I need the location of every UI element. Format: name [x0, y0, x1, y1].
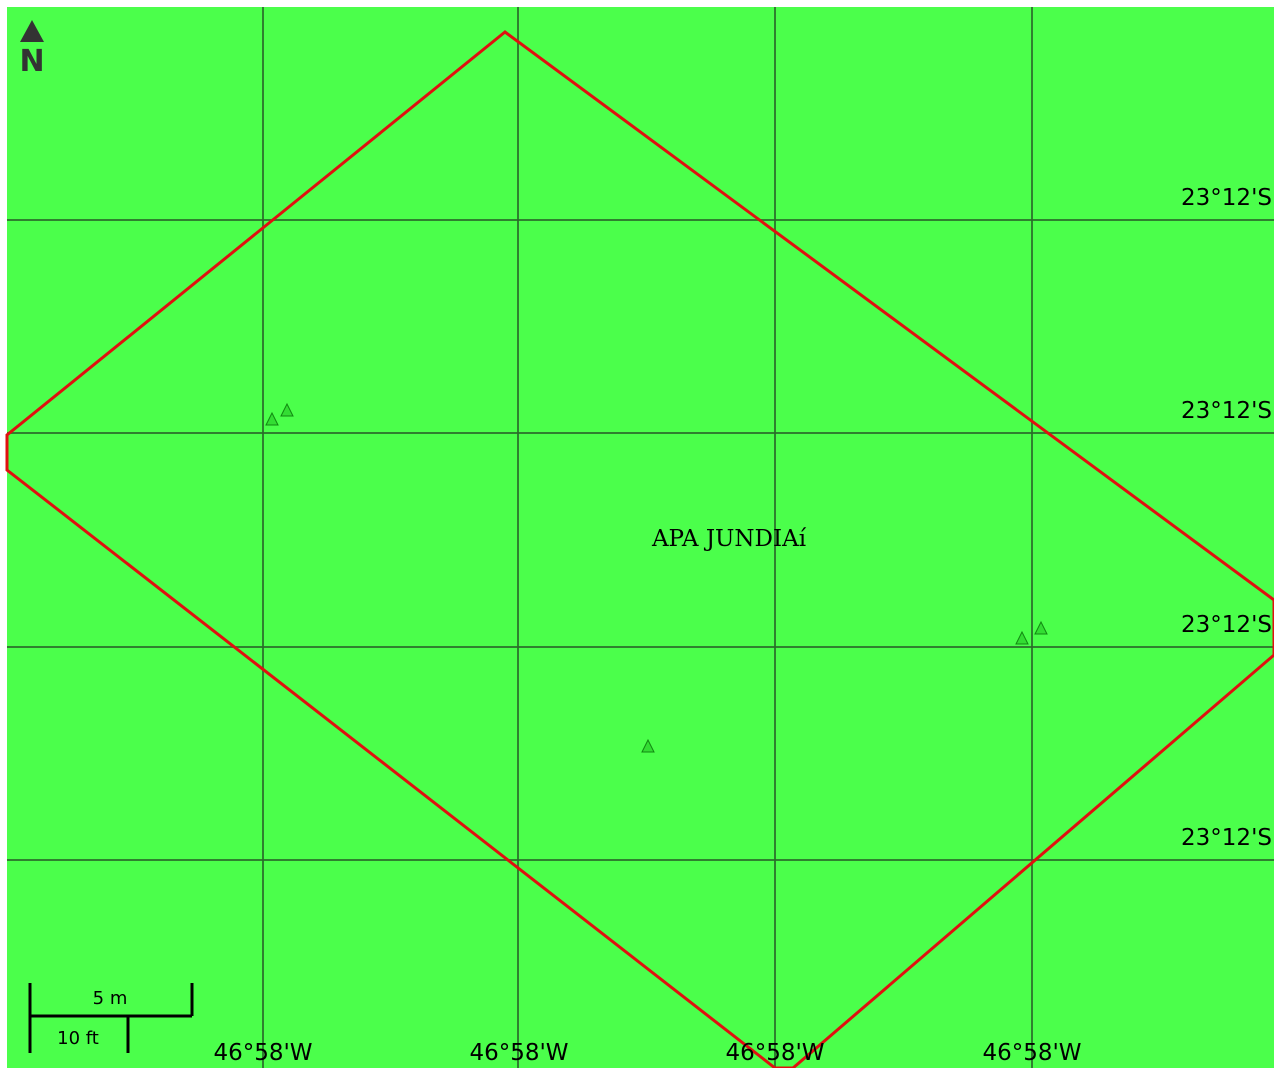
- north-arrow: N: [19, 20, 45, 79]
- scale-imperial-label: 10 ft: [57, 1028, 99, 1049]
- latitude-label: 23°12'S: [1181, 185, 1272, 211]
- north-arrow-icon: [20, 20, 44, 42]
- triangle-marker-icon[interactable]: [1015, 630, 1029, 645]
- apa-boundary-polygon[interactable]: [5, 30, 1274, 1068]
- area-label: APA JUNDIAí: [651, 526, 807, 552]
- triangle-marker-icon[interactable]: [265, 411, 279, 426]
- latitude-label: 23°12'S: [1181, 612, 1272, 638]
- triangle-marker-icon[interactable]: [641, 738, 655, 753]
- scale-metric-label: 5 m: [93, 988, 128, 1009]
- latitude-label: 23°12'S: [1181, 398, 1272, 424]
- longitude-label: 46°58'W: [982, 1040, 1081, 1066]
- latitude-label: 23°12'S: [1181, 825, 1272, 851]
- longitude-label: 46°58'W: [469, 1040, 568, 1066]
- north-arrow-letter: N: [19, 44, 44, 79]
- longitude-label: 46°58'W: [725, 1040, 824, 1066]
- point-markers: [265, 402, 1048, 753]
- longitude-label: 46°58'W: [213, 1040, 312, 1066]
- triangle-marker-icon[interactable]: [280, 402, 294, 417]
- triangle-marker-icon[interactable]: [1034, 620, 1048, 635]
- graticule: [7, 7, 1274, 1068]
- scale-bar: 5 m 10 ft: [28, 983, 194, 1053]
- map-background: [7, 7, 1274, 1068]
